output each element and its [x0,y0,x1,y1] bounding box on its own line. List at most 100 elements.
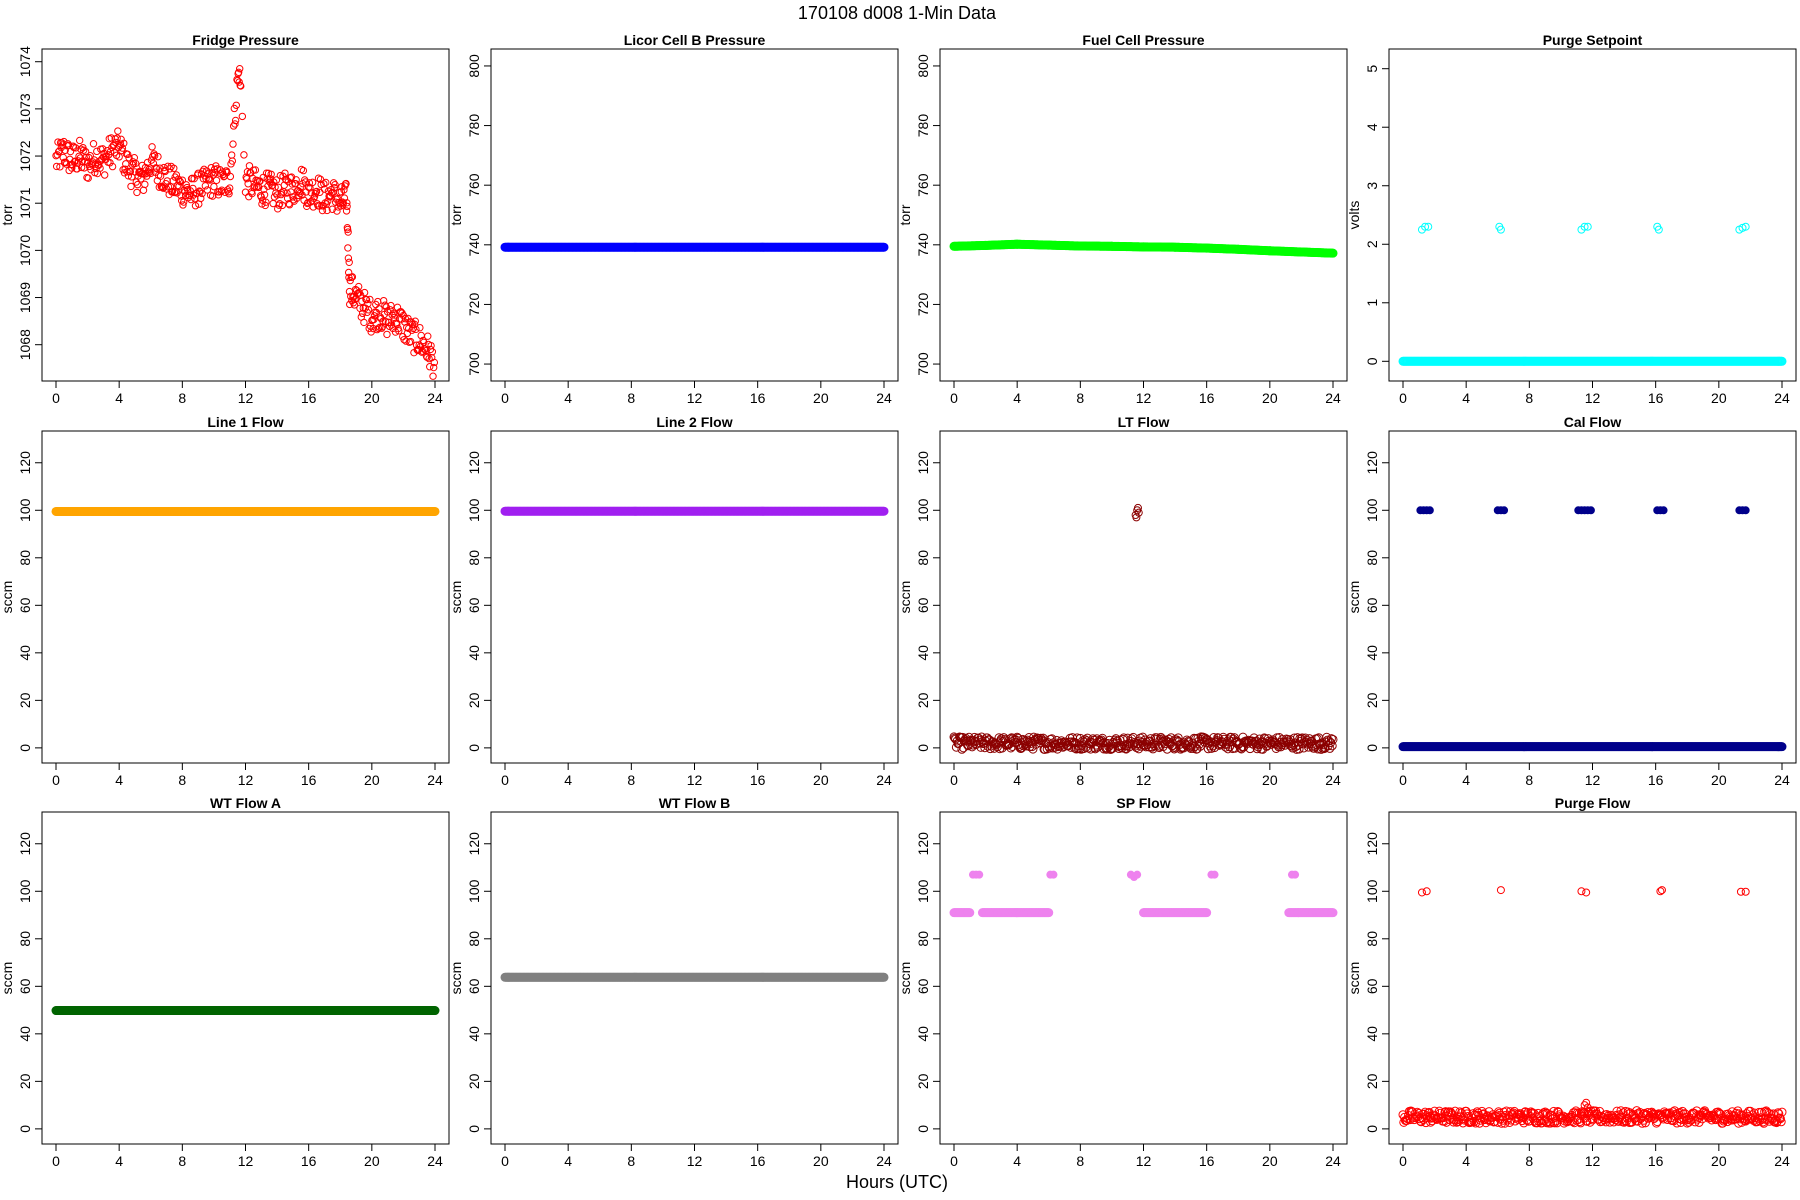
data-point [156,164,164,172]
data-point [428,348,437,356]
x-tick-label: 24 [427,1153,443,1169]
x-tick-label: 16 [750,390,766,406]
panel-title: Fuel Cell Pressure [1082,32,1204,48]
data-point [156,172,165,180]
plot-frame [490,48,899,382]
data-point [52,162,61,171]
y-tick-label: 20 [17,692,33,708]
data-point [176,178,185,186]
x-tick-label: 8 [1525,772,1533,788]
series-1 [1417,222,1750,234]
x-tick-label: 16 [1648,390,1664,406]
y-tick-label: 100 [466,879,482,903]
data-point [177,192,185,200]
x-tick-label: 24 [1774,390,1790,406]
data-point [372,308,381,317]
data-point [79,146,88,154]
data-point [364,306,373,314]
x-tick-label: 20 [813,1153,829,1169]
y-tick-label: 100 [466,498,482,522]
data-point [423,353,431,362]
data-point [258,200,266,208]
y-tick-label: 20 [466,1073,482,1089]
data-point [82,153,90,161]
data-point [318,206,327,215]
x-tick-label: 20 [364,1153,380,1169]
data-point [99,145,107,153]
x-tick-label: 4 [564,1153,572,1169]
data-point [343,199,351,207]
x-tick-label: 12 [238,1153,254,1169]
x-tick-label: 16 [750,772,766,788]
y-tick-label: 80 [466,931,482,947]
y-tick-label: 20 [1364,692,1380,708]
data-point [128,161,137,169]
data-point [244,180,252,188]
series-1 [1416,506,1750,515]
y-tick-label: 0 [466,1125,482,1133]
data-point [273,191,281,199]
x-tick-label: 20 [1711,772,1727,788]
page-title: 170108 d008 1-Min Data [798,3,997,23]
x-tick-label: 16 [1648,772,1664,788]
y-tick-label: 780 [466,114,482,138]
x-tick-label: 20 [364,772,380,788]
data-point [397,307,405,316]
data-point [322,178,330,187]
data-point [1328,248,1338,258]
data-point [429,363,438,372]
y-tick-label: 1 [1364,299,1380,307]
x-tick-label: 16 [301,1153,317,1169]
data-point [375,305,383,313]
x-tick-label: 20 [364,390,380,406]
x-tick-label: 24 [876,1153,892,1169]
data-point [383,330,391,339]
panel-title: WT Flow B [659,795,731,811]
y-tick-label: 60 [1364,597,1380,613]
data-point [388,311,396,319]
data-point [100,171,109,179]
data-point [344,254,353,262]
y-tick-label: 40 [17,1026,33,1042]
data-point [350,301,359,309]
data-point [89,140,98,148]
data-point [90,156,98,164]
data-point [283,189,291,197]
data-point [348,273,357,281]
data-point [1586,506,1595,515]
y-tick-label: 120 [466,451,482,475]
y-tick-label: 0 [17,1125,33,1133]
data-point [175,182,183,190]
y-tick-label: 1070 [17,235,33,266]
data-point [123,168,131,176]
data-point [126,168,135,176]
data-point [118,144,127,152]
data-point [228,157,237,165]
y-tick-label: 760 [915,173,931,197]
data-point [225,190,233,198]
data-point [170,188,179,197]
x-tick-label: 0 [501,1153,509,1169]
y-tick-label: 40 [466,1026,482,1042]
data-point [342,179,350,188]
data-point [106,159,114,167]
x-tick-label: 8 [178,772,186,788]
plot-frame [939,430,1348,764]
y-axis-label: sccm [0,962,15,995]
data-point [879,506,889,516]
data-point [374,324,383,333]
y-tick-label: 60 [915,597,931,613]
series-0 [500,506,889,516]
panel-title: WT Flow A [210,795,281,811]
data-point [120,139,128,147]
data-point [124,150,132,159]
x-tick-label: 20 [1711,390,1727,406]
data-point [226,172,235,181]
y-axis-label: torr [897,204,913,225]
y-tick-label: 120 [17,451,33,475]
series-0 [1398,742,1787,752]
data-point [231,116,240,125]
